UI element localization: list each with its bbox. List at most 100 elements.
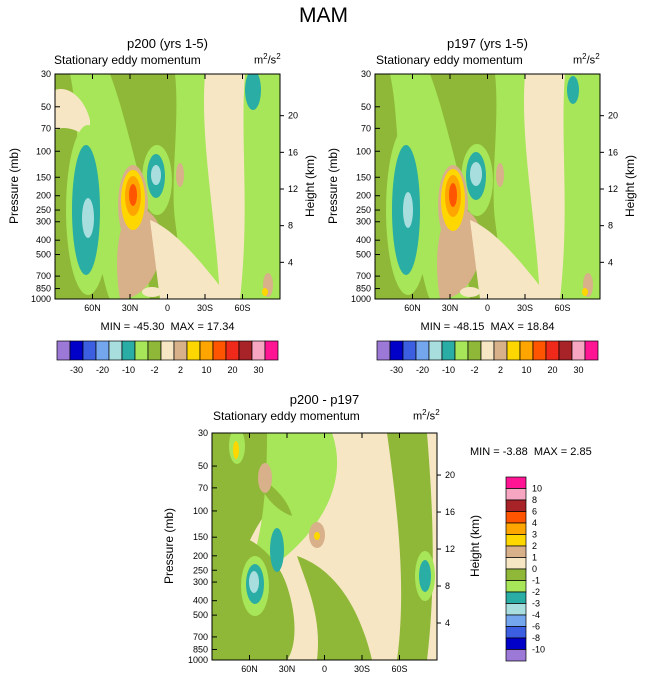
colorbar-label: 30	[573, 365, 583, 375]
colorbar-label: -10	[532, 645, 545, 655]
colorbar-cell	[505, 557, 527, 570]
colorbar-label: -30	[70, 365, 83, 375]
colorbar-label: 8	[532, 495, 537, 505]
colorbar-label: 4	[532, 518, 537, 528]
y-tick-label: 300	[356, 217, 371, 227]
colorbar-label: 3	[532, 530, 537, 540]
x-tick-label: 60S	[554, 303, 570, 313]
colorbar-cell	[376, 340, 391, 361]
x-tick-label: 0	[485, 303, 490, 313]
y-tick-label: 850	[193, 644, 208, 654]
chart-p197: 60N 30N 0 30S 60S 30 50 70 100 150 200 250 300 400 500…	[326, 69, 637, 313]
y-tick-label: 50	[41, 102, 51, 112]
colorbar-cell	[505, 511, 527, 524]
y-tick-label: 250	[193, 565, 208, 575]
height-tick-label: 4	[288, 257, 293, 267]
colorbar-cell	[505, 568, 527, 581]
y-tick-label: 30	[41, 69, 51, 79]
y-tick-label: 150	[36, 172, 51, 182]
colorbar-cell	[505, 603, 527, 616]
colorbar-cell	[402, 340, 417, 361]
y-tick-label: 700	[356, 271, 371, 281]
x-tick-label: 30S	[197, 303, 213, 313]
colorbar-cell	[186, 340, 201, 361]
colorbar-cell	[505, 476, 527, 489]
colorbar-label: -2	[532, 587, 540, 597]
y-axis-label-p200: Pressure (mb)	[7, 148, 21, 224]
colorbar-cell	[121, 340, 136, 361]
colorbar-label: 30	[253, 365, 263, 375]
colorbar-cell	[173, 340, 188, 361]
y-axis-label-p197: Pressure (mb)	[326, 148, 340, 224]
colorbar-cell	[147, 340, 162, 361]
colorbar-cell	[571, 340, 586, 361]
height-tick-label: 8	[608, 221, 613, 231]
y-tick-label: 400	[193, 596, 208, 606]
colorbar-cell	[238, 340, 253, 361]
x-tick-label: 30N	[442, 303, 459, 313]
y-tick-label: 700	[193, 632, 208, 642]
height-tick-label: 20	[445, 470, 455, 480]
height-tick-label: 12	[288, 184, 298, 194]
colorbar-cell	[505, 488, 527, 501]
colorbar-label: -20	[416, 365, 429, 375]
y-tick-label: 100	[356, 146, 371, 156]
colorbar-cell	[225, 340, 240, 361]
height-tick-label: 8	[445, 581, 450, 591]
y-tick-label: 150	[356, 172, 371, 182]
height-tick-label: 16	[288, 147, 298, 157]
y-tick-label: 200	[193, 551, 208, 561]
colorbar-cell	[519, 340, 534, 361]
colorbar-cell	[505, 614, 527, 627]
colorbar-cell	[415, 340, 430, 361]
colorbar-label: 1	[532, 553, 537, 563]
height-tick-label: 4	[608, 257, 613, 267]
colorbar-label: -10	[122, 365, 135, 375]
y-tick-label: 850	[356, 284, 371, 294]
y-tick-label: 150	[193, 532, 208, 542]
colorbar-cell	[251, 340, 266, 361]
height-tick-label: 20	[288, 111, 298, 121]
y-tick-label: 250	[36, 205, 51, 215]
colorbar-cell	[505, 591, 527, 604]
colorbar-label: -20	[96, 365, 109, 375]
height-tick-label: 12	[608, 184, 618, 194]
colorbar-label: -10	[442, 365, 455, 375]
y-tick-label: 200	[356, 191, 371, 201]
y2-axis-label-p197: Height (km)	[623, 155, 637, 217]
colorbar-label: -4	[532, 610, 540, 620]
minmax-p200: MIN = -45.30 MAX = 17.34	[100, 321, 235, 333]
colorbar-label: -3	[532, 599, 540, 609]
colorbar-label: -6	[532, 622, 540, 632]
colorbar-label: -8	[532, 633, 540, 643]
minmax-diff: MIN = -3.88 MAX = 2.85	[470, 446, 592, 458]
colorbar-label: 20	[227, 365, 237, 375]
colorbar-label: 20	[547, 365, 557, 375]
x-tick-label: 0	[322, 664, 327, 674]
colorbar-cell	[134, 340, 149, 361]
colorbar-cell	[545, 340, 560, 361]
colorbar-label: -1	[532, 576, 540, 586]
y-tick-label: 70	[361, 123, 371, 133]
height-tick-label: 12	[445, 544, 455, 554]
colorbar-cell	[108, 340, 123, 361]
y2-axis-label-diff: Height (km)	[468, 515, 482, 577]
x-tick-label: 60N	[241, 664, 258, 674]
colorbar-label: -30	[390, 365, 403, 375]
y-tick-label: 850	[36, 284, 51, 294]
y-tick-label: 1000	[31, 294, 51, 304]
colorbar-cell	[160, 340, 175, 361]
colorbar-cell	[584, 340, 599, 361]
minmax-p197: MIN = -48.15 MAX = 18.84	[420, 321, 555, 333]
colorbar-cell	[199, 340, 214, 361]
y-tick-label: 300	[36, 217, 51, 227]
y-tick-label: 30	[198, 428, 208, 438]
panel-title-p197: p197 (yrs 1-5)	[447, 36, 528, 51]
y-tick-label: 700	[36, 271, 51, 281]
colorbar-cell	[467, 340, 482, 361]
colorbar-label: 2	[178, 365, 183, 375]
colorbar-label: 10	[201, 365, 211, 375]
y-tick-label: 70	[198, 483, 208, 493]
figure-title: MAM	[299, 4, 348, 27]
